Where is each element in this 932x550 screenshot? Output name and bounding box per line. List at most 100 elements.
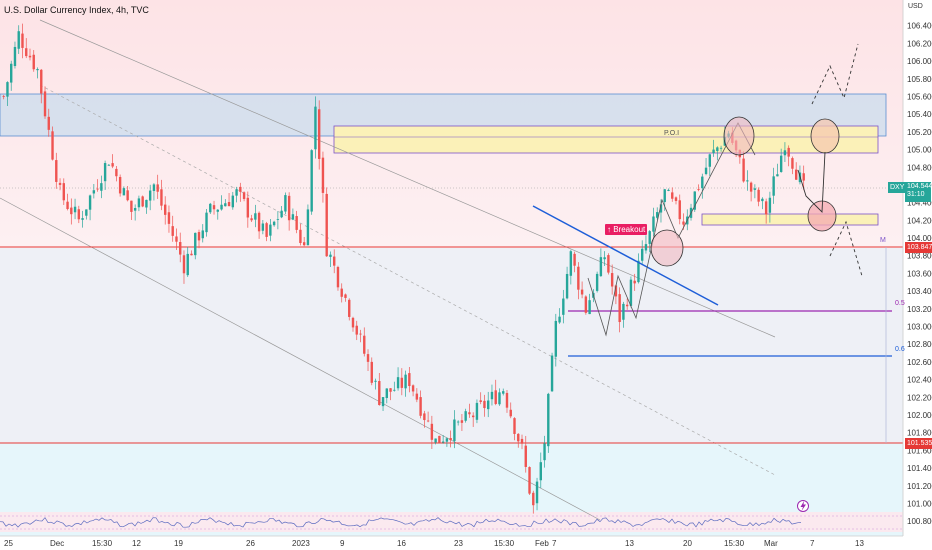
candle-body: [179, 242, 182, 255]
candle-body: [708, 154, 712, 167]
candle-body: [554, 320, 558, 357]
candle-body: [618, 294, 621, 323]
price-tick-label: 103.400: [907, 287, 932, 296]
time-tick-label: Mar: [764, 539, 778, 548]
candle-body: [577, 266, 580, 290]
candle-body: [152, 184, 156, 191]
time-tick-label: 16: [397, 539, 406, 548]
candle-body: [55, 160, 58, 182]
candle-body: [595, 273, 599, 291]
candle-body: [434, 438, 437, 443]
candle-body: [351, 317, 355, 328]
candle-body: [137, 198, 141, 208]
candle-body: [122, 188, 126, 196]
poi-zone: [333, 125, 879, 154]
candle-body: [648, 231, 651, 244]
candle-body: [573, 253, 576, 266]
price-tick-label: 105.800: [907, 75, 932, 84]
candle-body: [348, 299, 351, 317]
candle-body: [622, 303, 625, 320]
time-axis-bg: [0, 536, 932, 550]
candle-body: [599, 257, 603, 277]
candle-body: [746, 180, 749, 182]
candle-body: [768, 197, 772, 213]
candle-body: [742, 158, 745, 182]
price-tick-label: 103.200: [907, 305, 932, 314]
circle-upper-target: [810, 118, 840, 154]
currency-label: USD: [908, 3, 923, 10]
price-tick-label: 101.600: [907, 446, 932, 455]
price-tick-label: 105.200: [907, 128, 932, 137]
lower-level-tag: 101.535: [905, 438, 932, 449]
candle-body: [167, 212, 171, 224]
candle-body: [753, 188, 757, 190]
candle-body: [802, 173, 805, 181]
candle-body: [141, 196, 144, 207]
candle-body: [62, 183, 65, 201]
time-tick-label: 2023: [292, 539, 310, 548]
candle-body: [209, 203, 212, 213]
candle-body: [325, 193, 328, 257]
candle-body: [40, 69, 43, 94]
price-tick-label: 102.400: [907, 376, 932, 385]
candle-body: [25, 48, 28, 57]
projection-dashed-down: [829, 220, 863, 277]
candle-body: [299, 229, 302, 244]
candle-body: [227, 202, 231, 207]
price-tick-label: 100.800: [907, 517, 932, 526]
candle-body: [640, 248, 644, 261]
candle-body: [333, 256, 336, 266]
time-tick-label: 13: [625, 539, 634, 548]
candle-body: [498, 392, 501, 405]
candle-body: [51, 131, 54, 160]
price-tick-label: 102.600: [907, 358, 932, 367]
candle-body: [363, 335, 366, 354]
candle-body: [543, 443, 546, 461]
candle-body: [336, 267, 340, 288]
candle-body: [314, 106, 317, 150]
candle-body: [92, 190, 96, 194]
candle-body: [400, 377, 404, 388]
time-tick-label: 12: [132, 539, 141, 548]
candle-body: [520, 438, 524, 444]
candle-body: [678, 200, 681, 220]
projection-dashed-up: [811, 43, 859, 105]
candle-body: [475, 402, 479, 420]
candle-body: [569, 251, 573, 276]
lightning-glyph: [800, 501, 806, 511]
candle-body: [749, 182, 753, 192]
candle-body: [693, 191, 696, 210]
candle-body: [460, 420, 464, 423]
candle-body: [381, 397, 385, 407]
indicator-line: [0, 517, 802, 528]
time-tick-label: 26: [246, 539, 255, 548]
candle-body: [528, 467, 531, 494]
candle-body: [261, 223, 265, 231]
candle-body: [430, 423, 434, 440]
poi-label: P.O.I: [664, 130, 680, 137]
candle-body: [441, 441, 445, 443]
candle-body: [378, 381, 381, 406]
candle-body: [389, 388, 392, 392]
candle-body: [205, 212, 208, 233]
candle-body: [682, 221, 685, 225]
candle-body: [697, 189, 700, 190]
channel-mid: [39, 84, 776, 476]
candle-body: [783, 150, 787, 156]
candle-body: [580, 289, 584, 295]
candle-body: [43, 91, 47, 117]
candle-body: [321, 157, 325, 193]
candle-body: [509, 409, 512, 417]
fib-06-label: 0.6: [895, 346, 905, 353]
candle-body: [250, 218, 253, 221]
candle-body: [644, 244, 648, 251]
candle-body: [329, 254, 332, 257]
candle-body: [201, 230, 204, 239]
price-tick-label: 104.200: [907, 216, 932, 225]
time-tick-label: 23: [454, 539, 463, 548]
price-tick-label: 101.200: [907, 482, 932, 491]
candle-body: [607, 255, 610, 273]
fib-05-label: 0.5: [895, 300, 905, 307]
candle-body: [584, 296, 588, 313]
